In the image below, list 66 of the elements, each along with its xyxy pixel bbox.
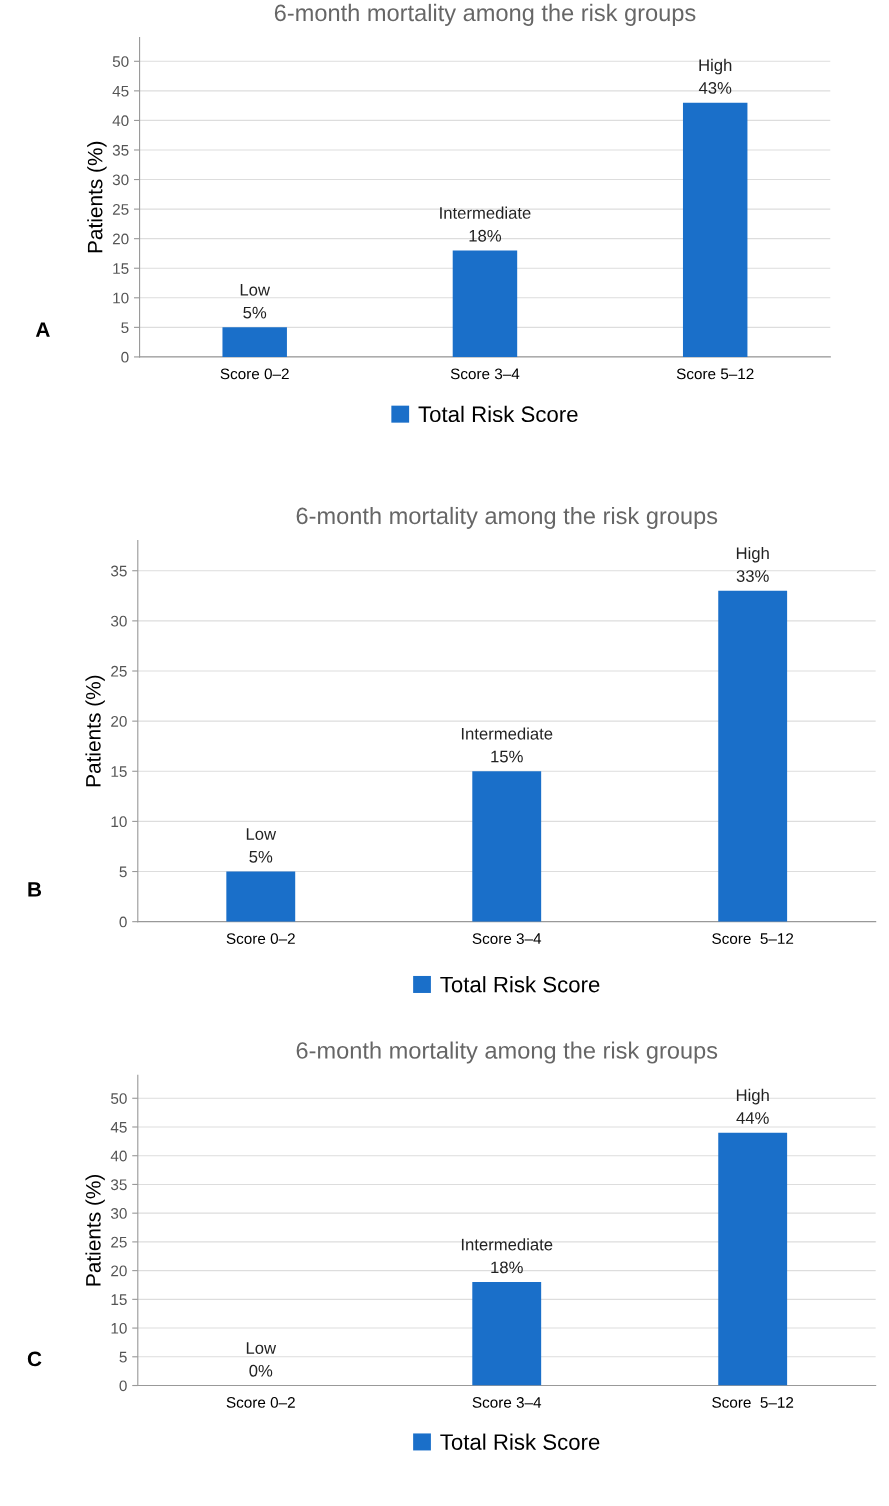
bar — [226, 871, 296, 922]
y-tick-label: 40 — [112, 115, 129, 127]
y-axis-title: Patients (%) — [85, 1174, 105, 1286]
y-tick-label: 30 — [110, 615, 127, 627]
data-label: Intermediate 15% — [461, 727, 553, 763]
bar — [472, 771, 542, 922]
y-tick-label: 0 — [121, 351, 129, 363]
y-tick-label: 20 — [111, 1265, 127, 1277]
text: B — [28, 882, 42, 897]
x-tick-label: Score 5–12 — [712, 933, 794, 945]
y-tick-label: 50 — [111, 1093, 127, 1104]
x-tick-label: Score 0–2 — [226, 933, 295, 945]
data-label: High 33% — [736, 546, 769, 582]
bar — [718, 590, 788, 922]
x-tick-label: Score 3–4 — [472, 933, 542, 945]
y-tick-label: 0 — [119, 1380, 127, 1392]
data-label: High 44% — [736, 1088, 769, 1124]
y-tick-label: 25 — [111, 1236, 127, 1248]
data-label: High 43% — [698, 58, 732, 94]
bar — [452, 250, 518, 357]
y-axis-title: Patients (%) — [87, 141, 107, 253]
y-tick-label: 20 — [112, 233, 129, 245]
y-tick-label: 45 — [112, 85, 129, 97]
data-label: Intermediate 18% — [440, 206, 531, 242]
y-axis-title: Patients (%) — [85, 675, 105, 787]
y-tick-label: 10 — [111, 1322, 127, 1334]
y-tick-label: 35 — [110, 1179, 127, 1191]
y-tick-label: 25 — [111, 665, 127, 677]
text: C — [27, 1351, 42, 1367]
legend-label: Total Risk Score — [440, 1433, 600, 1450]
bar — [222, 327, 287, 357]
x-tick-label: Score 5–12 — [676, 368, 754, 380]
y-tick-label: 0 — [119, 916, 127, 928]
y-tick-label: 45 — [110, 1122, 127, 1133]
text: A — [35, 322, 50, 337]
y-tick-label: 50 — [112, 56, 129, 67]
y-tick-label: 10 — [111, 816, 127, 828]
x-tick-label: Score 5–12 — [712, 1397, 794, 1408]
y-tick-label: 10 — [113, 292, 129, 304]
y-tick-label: 5 — [119, 1351, 127, 1363]
y-tick-label: 20 — [111, 716, 127, 727]
y-tick-label: 30 — [112, 174, 129, 186]
y-tick-label: 30 — [110, 1208, 127, 1219]
y-tick-label: 5 — [121, 322, 129, 334]
data-label: Low 0% — [246, 1342, 277, 1377]
x-tick-label: Score 0–2 — [226, 1397, 295, 1408]
y-tick-label: 5 — [119, 866, 127, 878]
x-tick-label: Score 3–4 — [450, 368, 520, 380]
y-tick-label: 40 — [110, 1150, 127, 1162]
legend-label: Total Risk Score — [440, 976, 600, 993]
y-tick-label: 15 — [111, 1294, 127, 1306]
legend-label: Total Risk Score — [418, 405, 578, 423]
chart-title: 6-month mortality among the risk groups — [274, 3, 696, 26]
y-tick-label: 25 — [112, 203, 129, 215]
data-label: Low 5% — [246, 828, 277, 863]
data-label: Low 5% — [240, 284, 271, 319]
chart-title: 6-month mortality among the risk groups — [296, 506, 718, 529]
data-label: Intermediate 18% — [461, 1238, 553, 1274]
y-tick-label: 15 — [111, 766, 127, 777]
y-tick-label: 35 — [110, 565, 127, 577]
x-tick-label: Score 3–4 — [472, 1397, 542, 1408]
y-tick-label: 35 — [112, 144, 129, 156]
bar — [682, 102, 748, 357]
y-tick-label: 15 — [113, 263, 129, 274]
chart-title: 6-month mortality among the risk groups — [296, 1041, 718, 1064]
x-tick-label: Score 0–2 — [220, 368, 289, 380]
